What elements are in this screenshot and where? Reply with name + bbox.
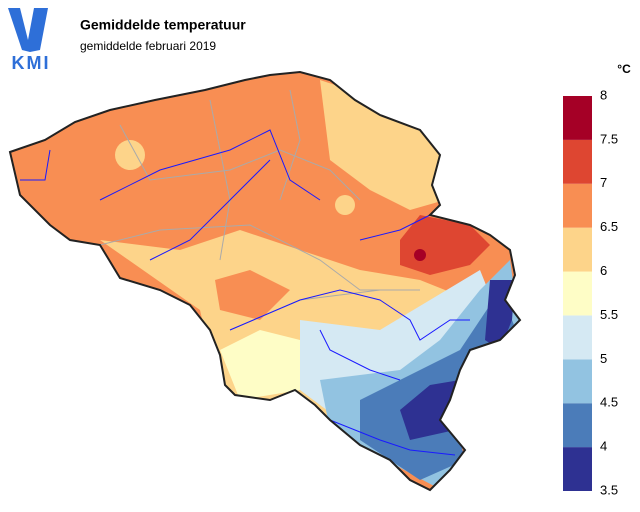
legend-tick-label: 6 xyxy=(600,263,607,278)
unit: °C xyxy=(617,62,631,76)
legend-swatch xyxy=(563,183,592,228)
legend-tick-label: 7.5 xyxy=(600,131,618,146)
legend-swatch xyxy=(563,447,592,491)
legend-swatch xyxy=(563,271,592,316)
legend-swatch xyxy=(563,315,592,360)
legend-swatch xyxy=(563,227,592,272)
legend-swatch xyxy=(563,403,592,448)
legend-tick-label: 7 xyxy=(600,175,607,190)
legend-tick-label: 3.5 xyxy=(600,482,618,497)
legend-swatch xyxy=(563,359,592,404)
border xyxy=(8,70,522,492)
logo: KMI xyxy=(8,8,51,73)
legend: 3.5 4 4.5 5 5.5 6 6.5 7 7.5 8 xyxy=(563,87,618,497)
legend-tick-label: 8 xyxy=(600,87,607,102)
legend-swatch xyxy=(563,96,592,140)
legend-tick-label: 6.5 xyxy=(600,219,618,234)
legend-tick-label: 5.5 xyxy=(600,307,618,322)
title: Gemiddelde temperatuur xyxy=(80,17,246,33)
logo-text: KMI xyxy=(12,53,51,73)
legend-tick-label: 5 xyxy=(600,351,607,366)
legend-tick-label: 4 xyxy=(600,439,607,454)
legend-swatch xyxy=(563,139,592,184)
subtitle: gemiddelde februari 2019 xyxy=(80,39,216,53)
legend-tick-label: 4.5 xyxy=(600,395,618,410)
